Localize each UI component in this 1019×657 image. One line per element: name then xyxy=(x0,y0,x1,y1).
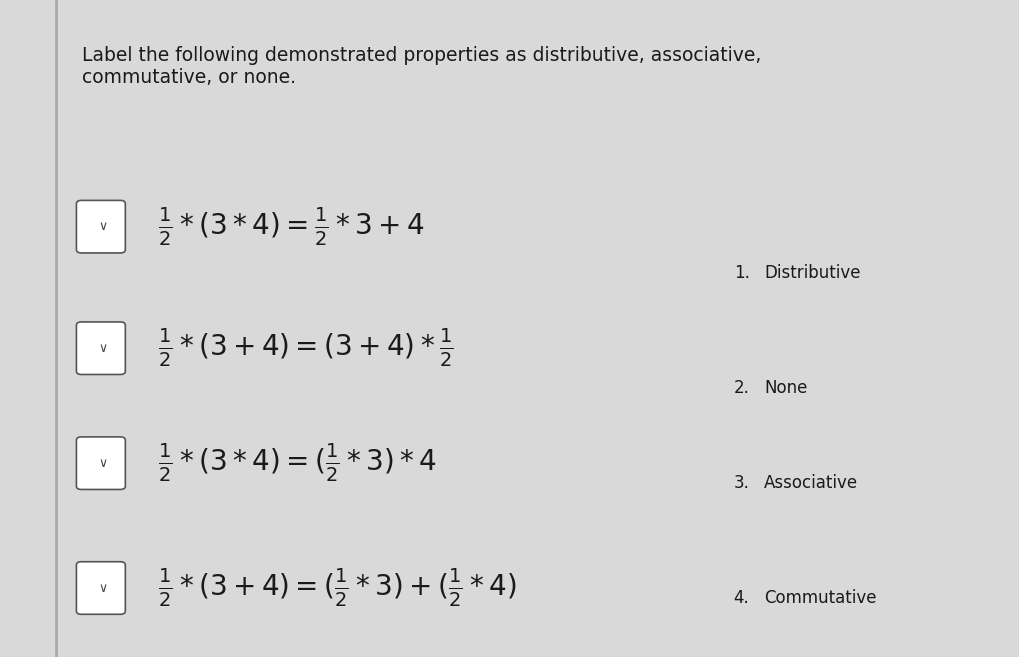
Text: None: None xyxy=(764,378,808,397)
Text: ∨: ∨ xyxy=(98,581,107,595)
Text: $\frac{1}{2}*(3*4) = (\frac{1}{2}*3)*4$: $\frac{1}{2}*(3*4) = (\frac{1}{2}*3)*4$ xyxy=(158,442,437,484)
Text: ∨: ∨ xyxy=(98,342,107,355)
Text: $\frac{1}{2}*(3+4) = (3+4)*\frac{1}{2}$: $\frac{1}{2}*(3+4) = (3+4)*\frac{1}{2}$ xyxy=(158,327,453,369)
Text: 1.: 1. xyxy=(734,263,750,282)
Text: ∨: ∨ xyxy=(98,220,107,233)
Text: $\frac{1}{2}* (3+4) = (\frac{1}{2}*3)+(\frac{1}{2}*4)$: $\frac{1}{2}* (3+4) = (\frac{1}{2}*3)+(\… xyxy=(158,567,517,609)
Text: 3.: 3. xyxy=(734,474,750,492)
FancyBboxPatch shape xyxy=(76,322,125,374)
Text: Commutative: Commutative xyxy=(764,589,876,607)
Text: Associative: Associative xyxy=(764,474,858,492)
Text: 4.: 4. xyxy=(734,589,749,607)
Text: Label the following demonstrated properties as distributive, associative,
commut: Label the following demonstrated propert… xyxy=(82,46,761,87)
Text: Distributive: Distributive xyxy=(764,263,861,282)
FancyBboxPatch shape xyxy=(76,200,125,253)
FancyBboxPatch shape xyxy=(76,562,125,614)
Text: ∨: ∨ xyxy=(98,457,107,470)
FancyBboxPatch shape xyxy=(76,437,125,489)
Text: $\frac{1}{2}*(3*4) = \frac{1}{2}*3+4$: $\frac{1}{2}*(3*4) = \frac{1}{2}*3+4$ xyxy=(158,206,425,248)
Text: 2.: 2. xyxy=(734,378,750,397)
